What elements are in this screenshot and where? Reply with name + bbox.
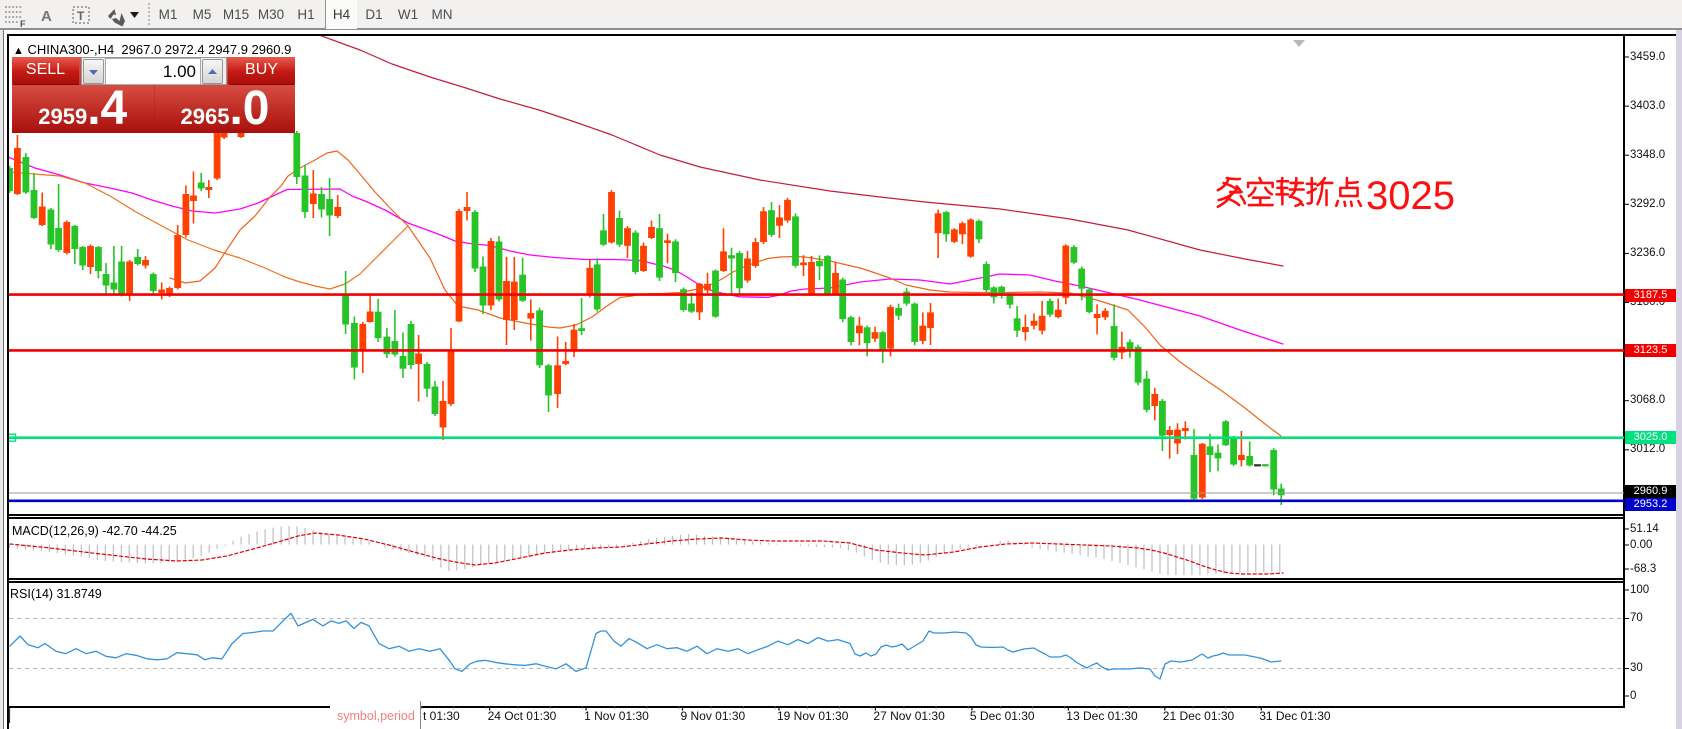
svg-text:F: F — [20, 19, 26, 29]
svg-text:A: A — [41, 8, 52, 25]
svg-text:3025: 3025 — [1366, 174, 1455, 218]
svg-text:T: T — [77, 9, 85, 23]
